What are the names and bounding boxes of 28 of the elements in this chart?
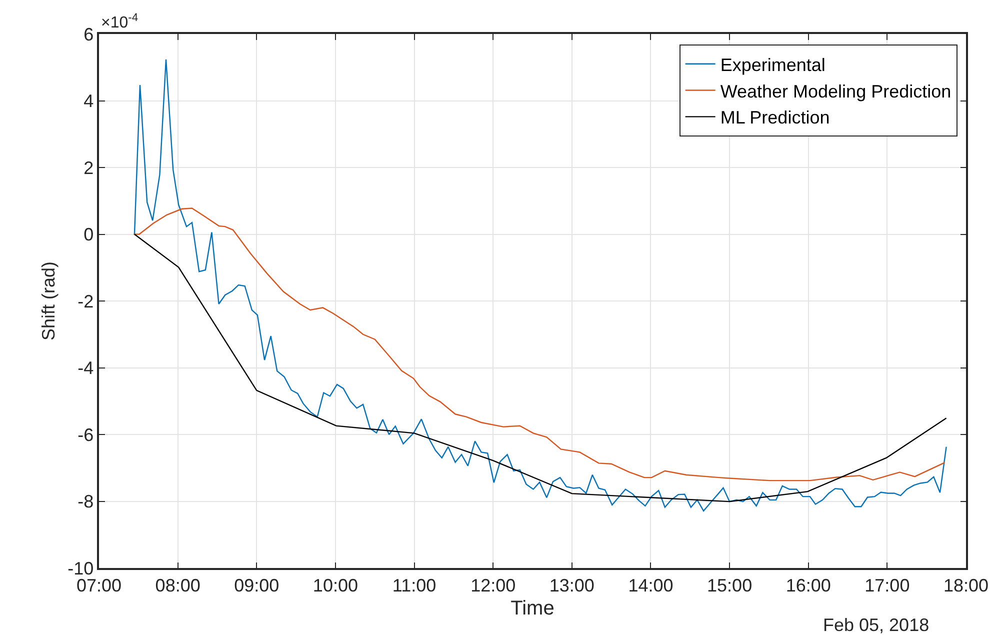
y-tick-label: -6 xyxy=(78,424,94,445)
x-axis-title: Time xyxy=(510,597,554,620)
x-tick-label: 09:00 xyxy=(234,575,280,596)
x-tick-label: 08:00 xyxy=(155,575,200,596)
y-axis-title: Shift (rad) xyxy=(38,261,58,341)
x-tick-label: 11:00 xyxy=(392,575,436,596)
y-tick-label: 4 xyxy=(84,91,94,112)
text: ×10$^{-4}$ xyxy=(101,12,138,32)
line-series xyxy=(133,208,946,482)
text: Feb 05, 2018 xyxy=(823,615,930,635)
x-tick-label: 15:00 xyxy=(707,575,752,596)
x-tick-label: 16:00 xyxy=(786,575,831,596)
y-tick-label: 6 xyxy=(84,24,94,44)
x-tick-label: 12:00 xyxy=(470,575,516,596)
x-tick-label: 14:00 xyxy=(628,575,674,596)
y-tick-label: -4 xyxy=(78,358,94,378)
legend-label: ML Prediction xyxy=(720,108,830,128)
y-tick-label: -8 xyxy=(78,492,94,512)
y-tick-label: 0 xyxy=(84,224,94,245)
x-tick-label: 18:00 xyxy=(943,575,989,596)
x-tick-label: 17:00 xyxy=(864,575,910,596)
x-tick-label: 10:00 xyxy=(312,575,358,596)
legend-label: Experimental xyxy=(720,54,826,75)
legend-label: Weather Modeling Prediction xyxy=(720,81,952,102)
line-series xyxy=(134,234,947,502)
x-tick-label: 13:00 xyxy=(549,575,594,596)
y-tick-label: 2 xyxy=(84,158,94,178)
y-tick-label: -2 xyxy=(78,291,94,312)
